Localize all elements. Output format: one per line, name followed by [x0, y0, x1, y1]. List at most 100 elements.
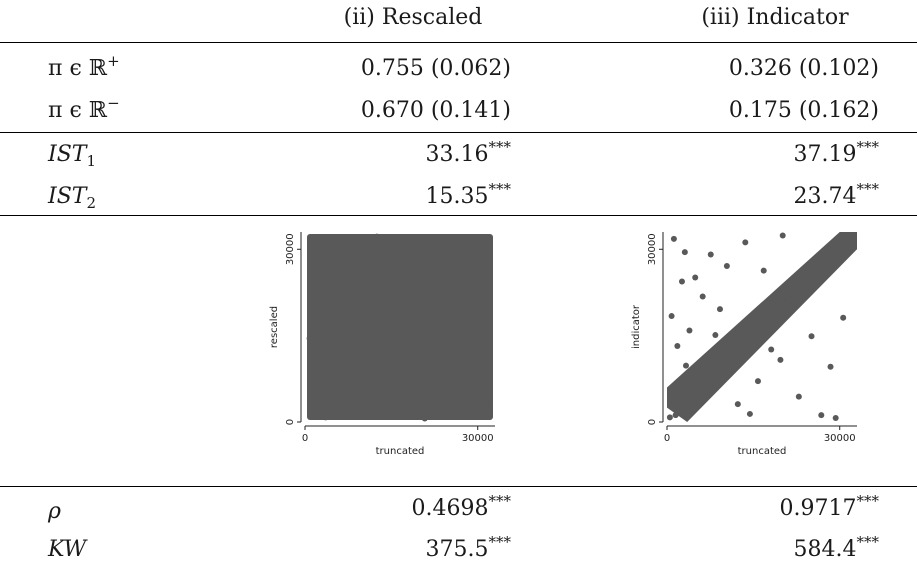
- scatter-point: [689, 389, 696, 396]
- scatter-point: [333, 256, 340, 263]
- scatter-point: [681, 249, 688, 256]
- scatter-point: [695, 388, 702, 395]
- scatter-point: [707, 377, 714, 384]
- scatter-point: [408, 235, 415, 242]
- scatter-point: [849, 233, 856, 240]
- scatter-point: [678, 402, 685, 409]
- scatter-point: [787, 296, 794, 303]
- scatter-point: [692, 274, 699, 281]
- scatter-point: [735, 345, 742, 352]
- row-pi-plus-iii: 0.326 (0.102): [728, 56, 879, 81]
- row-kw-label: KW: [48, 537, 87, 562]
- scatter-point: [799, 285, 806, 292]
- row-rho-label: ρ: [48, 499, 61, 524]
- scatter-point: [827, 363, 834, 370]
- scatter-point: [341, 305, 348, 311]
- scatter-point: [833, 250, 840, 257]
- scatter-point: [816, 264, 823, 271]
- scatter-point: [828, 253, 835, 260]
- pi-plus-sup: +: [107, 52, 120, 70]
- scatter-point: [782, 299, 789, 306]
- scatter-point: [684, 401, 691, 408]
- scatter-point: [674, 343, 681, 349]
- y-tick-label: 30000: [285, 233, 296, 265]
- scatter-point: [316, 290, 323, 297]
- ist2-iii-stars: ***: [856, 180, 880, 198]
- scatter-point: [795, 393, 802, 400]
- scatter-point: [776, 308, 783, 315]
- scatter-point: [764, 319, 771, 326]
- scatter-point: [462, 389, 469, 396]
- scatter-point: [845, 238, 852, 245]
- scatter-point: [306, 335, 313, 342]
- scatter-point: [427, 357, 434, 364]
- scatter-point: [840, 314, 847, 321]
- scatter-point: [805, 276, 812, 283]
- scatter-point: [699, 293, 706, 300]
- scatter-point: [759, 322, 765, 329]
- scatter-point: [421, 415, 428, 422]
- scatter-point: [391, 295, 398, 302]
- scatter-point: [777, 356, 784, 363]
- ist2-sub: 2: [86, 194, 96, 212]
- ist1-ii-stars: ***: [488, 138, 512, 156]
- scatter-point: [701, 379, 708, 386]
- row-ist2-ii: 15.35***: [426, 182, 511, 209]
- scatter-point: [753, 331, 760, 338]
- scatter-point: [308, 237, 315, 244]
- pi-plus-base: π ϵ ℝ: [48, 56, 108, 81]
- scatter-point: [678, 278, 685, 285]
- scatter-point: [437, 408, 444, 415]
- scatter-point: [466, 287, 473, 294]
- row-pi-minus-ii: 0.670 (0.141): [360, 98, 511, 123]
- pi-minus-base: π ϵ ℝ: [48, 98, 108, 123]
- header-col-iii: (iii) Indicator: [701, 5, 849, 30]
- scatter-point: [818, 412, 825, 419]
- scatter-point: [413, 382, 420, 389]
- scatter-point: [484, 400, 491, 406]
- top-rule: [0, 42, 917, 43]
- scatter-plot-rescaled: 0 30000 0 30000 truncated rescaled: [269, 232, 495, 457]
- scatter-point: [718, 365, 725, 372]
- scatter-point: [724, 356, 731, 363]
- scatter-point: [376, 347, 383, 354]
- scatter-point: [387, 395, 394, 402]
- scatter-point: [367, 280, 374, 287]
- scatter-point: [839, 241, 846, 248]
- scatter-point: [373, 233, 380, 240]
- scatter-point: [716, 306, 723, 313]
- ist2-base: IST: [48, 184, 87, 209]
- scatter-point: [723, 262, 730, 269]
- scatter-point: [730, 354, 737, 361]
- rule-after-ist: [0, 215, 917, 216]
- scatter-point: [793, 287, 800, 294]
- row-ist2-label: IST2: [48, 184, 96, 212]
- scatter-point: [473, 322, 480, 329]
- kw-iii-value: 584.4: [793, 537, 857, 562]
- rho-iii-stars: ***: [856, 492, 880, 510]
- x-tick-label: 0: [302, 433, 308, 444]
- ist2-iii-value: 23.74: [793, 184, 857, 209]
- scatter-point: [668, 313, 675, 320]
- scatter-point: [477, 350, 484, 357]
- rule-before-stats: [0, 486, 917, 487]
- x-tick-label: 30000: [462, 433, 494, 444]
- scatter-point: [770, 310, 777, 317]
- scatter-point: [458, 242, 465, 249]
- row-pi-minus-label: π ϵ ℝ−: [48, 96, 120, 123]
- x-axis-label: truncated: [738, 446, 787, 457]
- scatter-point: [337, 402, 344, 409]
- row-pi-plus-ii: 0.755 (0.062): [360, 56, 511, 81]
- scatter-point: [358, 245, 365, 252]
- scatter-plot-indicator: 0 30000 0 30000 truncated indicator: [631, 232, 857, 457]
- scatter-point: [734, 401, 741, 408]
- x-tick-label: 0: [664, 433, 670, 444]
- dense-point-cloud: [307, 234, 493, 420]
- rho-ii-value: 0.4698: [411, 496, 489, 521]
- scatter-point: [798, 280, 805, 287]
- rule-after-pi: [0, 132, 917, 133]
- scatter-point: [672, 412, 679, 419]
- scatter-point: [712, 368, 719, 375]
- row-rho-ii: 0.4698***: [411, 494, 511, 521]
- scatter-point: [754, 378, 761, 385]
